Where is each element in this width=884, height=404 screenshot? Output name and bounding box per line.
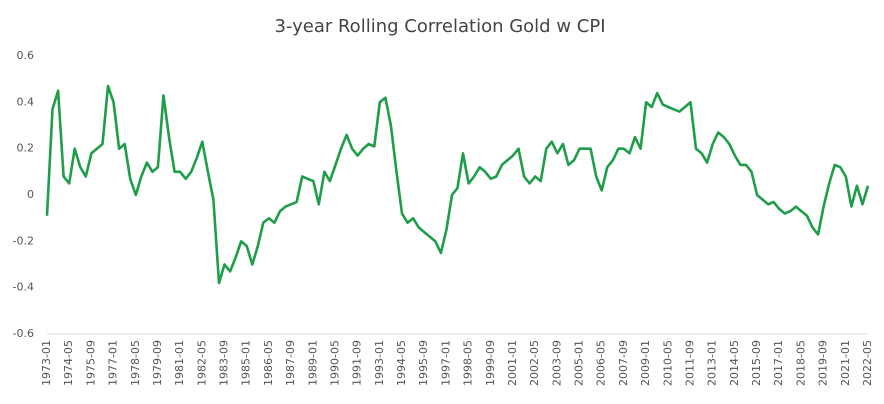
x-tick-label: 2005-01: [573, 340, 586, 386]
y-tick-label: 0.2: [17, 142, 35, 155]
line-series: [45, 84, 870, 285]
x-tick-label: 1993-01: [373, 340, 386, 386]
x-tick-label: 1985-01: [240, 340, 253, 386]
y-tick-label: 0: [27, 188, 34, 201]
x-tick-label: 1978-05: [129, 340, 142, 386]
y-tick-label: 0.6: [17, 49, 35, 62]
x-tick-label: 2021-01: [839, 340, 852, 386]
x-tick-label: 1990-05: [328, 340, 341, 386]
x-tick-label: 2015-09: [750, 340, 763, 386]
x-tick-label: 1987-09: [284, 340, 297, 386]
x-tick-label: 2002-05: [528, 340, 541, 386]
x-tick-label: 2007-09: [617, 340, 630, 386]
x-tick-label: 1973-01: [40, 340, 53, 386]
x-tick-label: 1979-09: [151, 340, 164, 386]
x-tick-label: 2017-01: [772, 340, 785, 386]
x-tick-label: 2019-09: [817, 340, 830, 386]
chart-title: 3-year Rolling Correlation Gold w CPI: [274, 16, 605, 37]
x-tick-label: 2009-01: [639, 340, 652, 386]
x-tick-label: 2003-09: [550, 340, 563, 386]
x-tick-label: 1975-09: [84, 340, 97, 386]
x-tick-label: 1986-05: [262, 340, 275, 386]
x-tick-label: 1991-09: [351, 340, 364, 386]
x-tick-label: 2006-05: [595, 340, 608, 386]
x-tick-label: 1974-05: [62, 340, 75, 386]
x-tick-label: 2011-09: [683, 340, 696, 386]
x-tick-label: 1977-01: [107, 340, 120, 386]
x-tick-label: 2018-05: [794, 340, 807, 386]
x-tick-label: 2022-05: [861, 340, 874, 386]
x-tick-label: 1997-01: [439, 340, 452, 386]
x-tick-label: 2010-05: [661, 340, 674, 386]
x-tick-label: 1999-09: [484, 340, 497, 386]
x-tick-label: 2014-05: [728, 340, 741, 386]
x-tick-label: 2013-01: [706, 340, 719, 386]
y-tick-label: -0.2: [13, 234, 34, 247]
x-tick-label: 2001-01: [506, 340, 519, 386]
x-tick-label: 1998-05: [462, 340, 475, 386]
x-tick-label: 1995-09: [417, 340, 430, 386]
y-tick-label: -0.4: [13, 281, 34, 294]
x-tick-label: 1989-01: [306, 340, 319, 386]
x-tick-label: 1981-01: [173, 340, 186, 386]
x-tick-label: 1982-05: [195, 340, 208, 386]
y-tick-label: -0.6: [13, 327, 34, 340]
y-tick-label: 0.4: [17, 95, 35, 108]
x-tick-label: 1983-09: [218, 340, 231, 386]
x-tick-label: 1994-05: [395, 340, 408, 386]
